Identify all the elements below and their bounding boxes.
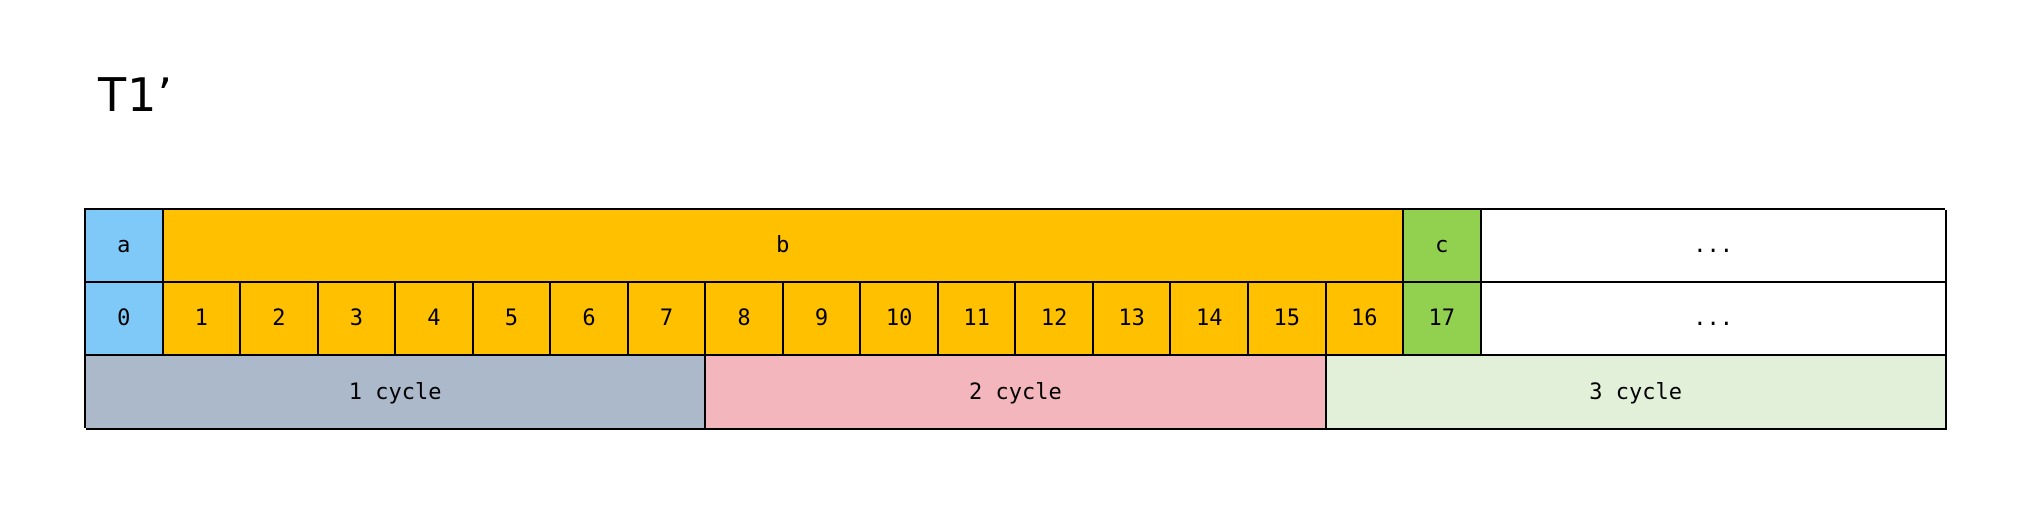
index-cell: 9 <box>783 283 862 356</box>
index-cell: 2 <box>241 283 319 356</box>
bit-layout-table: a b c ... 0 1 2 3 4 5 6 7 8 9 10 11 12 1… <box>84 208 1947 430</box>
index-cell: 14 <box>1171 283 1249 356</box>
index-cell: 16 <box>1326 283 1405 356</box>
cycle-1: 1 cycle <box>86 356 707 430</box>
index-cell: 1 <box>163 283 242 356</box>
field-a: a <box>86 210 164 283</box>
index-cell: 15 <box>1248 283 1327 356</box>
index-cell: 0 <box>86 283 164 356</box>
index-ellipsis: ... <box>1481 283 1947 356</box>
field-c: c <box>1404 210 1482 283</box>
field-ellipsis: ... <box>1481 210 1947 283</box>
index-cell: 8 <box>706 283 784 356</box>
field-b: b <box>163 210 1405 283</box>
index-cell: 12 <box>1016 283 1094 356</box>
diagram-title: T1’ <box>98 68 173 122</box>
index-cell: 13 <box>1093 283 1172 356</box>
index-cell: 3 <box>318 283 397 356</box>
cycle-3: 3 cycle <box>1326 356 1947 430</box>
index-cell: 11 <box>938 283 1017 356</box>
index-cell: 5 <box>473 283 552 356</box>
index-cell: 6 <box>551 283 629 356</box>
index-cell: 17 <box>1404 283 1482 356</box>
index-cell: 10 <box>861 283 939 356</box>
index-cell: 7 <box>628 283 707 356</box>
index-cell: 4 <box>396 283 474 356</box>
cycle-2: 2 cycle <box>706 356 1327 430</box>
